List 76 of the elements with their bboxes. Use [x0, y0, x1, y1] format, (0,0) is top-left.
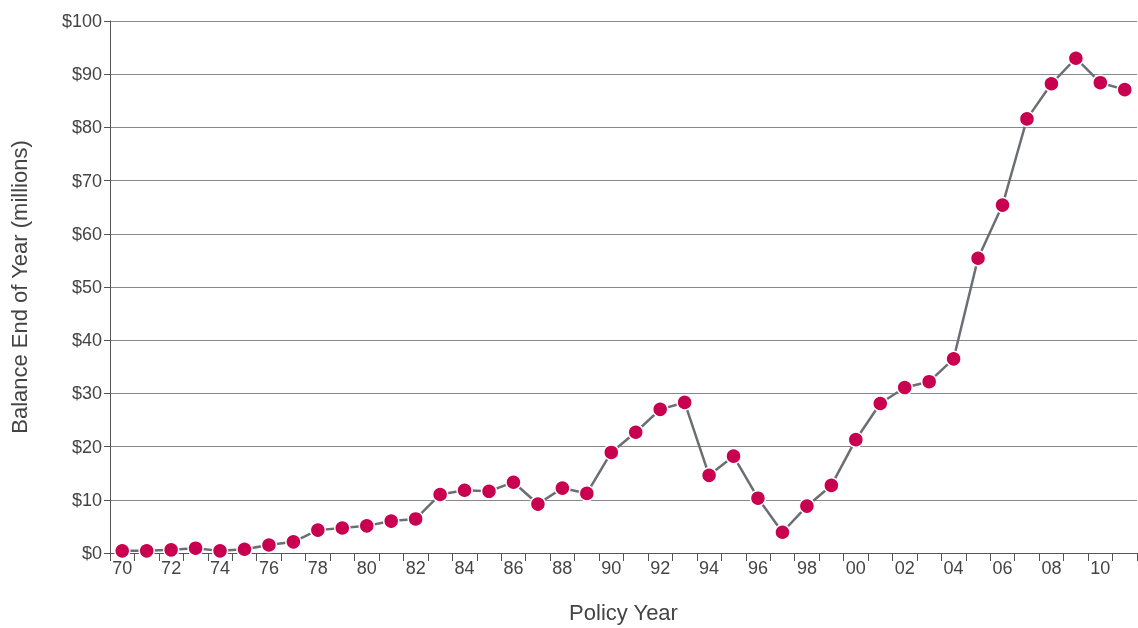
- point: [554, 479, 571, 497]
- x-tick-label: 98: [796, 558, 817, 578]
- y-tick-label: $70: [71, 170, 102, 191]
- point: [211, 542, 229, 560]
- point: [236, 541, 253, 558]
- y-tick-label: $10: [71, 489, 102, 510]
- x-tick-label: 80: [356, 558, 377, 578]
- point: [774, 524, 791, 541]
- point: [1043, 75, 1060, 93]
- x-tick-label: 90: [601, 558, 622, 578]
- point: [749, 489, 767, 507]
- point: [1067, 49, 1085, 67]
- x-tick-label: 88: [552, 558, 573, 578]
- x-tick-label: 04: [943, 558, 964, 578]
- y-tick-label: $80: [71, 117, 102, 138]
- point: [431, 486, 449, 503]
- point: [725, 447, 742, 465]
- y-tick-label: $30: [71, 383, 102, 404]
- point: [456, 481, 473, 499]
- point: [945, 350, 962, 368]
- point: [358, 517, 375, 535]
- point: [603, 444, 620, 461]
- point: [969, 250, 987, 267]
- point: [529, 495, 547, 513]
- point: [1116, 81, 1134, 98]
- point: [187, 539, 204, 557]
- y-tick-label: $40: [71, 330, 102, 351]
- x-tick-label: 76: [258, 558, 279, 578]
- point: [309, 521, 327, 539]
- x-tick-label: 84: [454, 558, 475, 578]
- point: [994, 196, 1011, 214]
- point: [260, 536, 278, 554]
- point: [872, 395, 889, 412]
- x-tick-label: 72: [161, 558, 182, 578]
- x-tick-label: 74: [210, 558, 231, 578]
- point: [798, 497, 816, 515]
- y-tick-label: $20: [71, 436, 102, 457]
- y-tick-label: $0: [81, 543, 102, 563]
- y-tick-label: $50: [71, 277, 102, 297]
- y-axis-title: Balance End of Year (millions): [6, 140, 32, 434]
- point: [1018, 110, 1036, 128]
- x-tick-label: 00: [845, 558, 866, 578]
- y-tick-label: $100: [61, 11, 102, 31]
- point: [651, 401, 669, 418]
- x-tick-label: 06: [992, 558, 1013, 578]
- point: [627, 423, 644, 441]
- point: [113, 542, 131, 560]
- x-axis-title: Policy Year: [569, 599, 678, 625]
- x-tick-label: 78: [307, 558, 328, 578]
- point: [700, 467, 718, 484]
- x-tick-label: 70: [112, 558, 133, 578]
- point: [847, 431, 865, 448]
- x-tick-label: 86: [503, 558, 524, 578]
- point: [578, 485, 596, 502]
- point: [1092, 74, 1109, 91]
- y-tick-label: $60: [71, 223, 102, 244]
- point: [480, 483, 498, 500]
- y-tick-label: $90: [71, 64, 102, 85]
- point: [162, 541, 180, 559]
- point: [407, 510, 424, 528]
- point: [920, 373, 938, 390]
- point: [138, 542, 155, 560]
- point: [285, 533, 302, 551]
- point: [505, 474, 522, 491]
- x-tick-label: 10: [1090, 558, 1111, 578]
- x-tick-label: 82: [405, 558, 426, 578]
- point: [676, 394, 693, 411]
- x-tick-label: 08: [1041, 558, 1062, 578]
- point: [896, 379, 913, 396]
- x-tick-label: 92: [650, 558, 671, 578]
- point: [382, 512, 400, 530]
- x-tick-label: 02: [894, 558, 915, 578]
- point: [334, 519, 351, 537]
- x-tick-label: 96: [747, 558, 768, 578]
- point: [823, 477, 840, 494]
- x-tick-label: 94: [699, 558, 720, 578]
